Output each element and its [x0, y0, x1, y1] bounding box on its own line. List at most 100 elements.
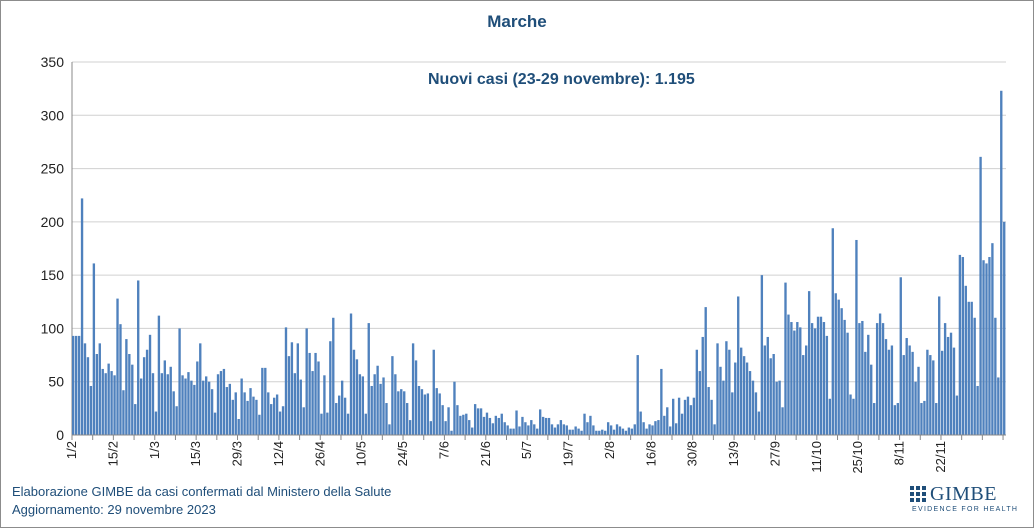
bar — [964, 285, 967, 435]
bar — [595, 430, 598, 435]
bar — [819, 316, 823, 435]
bar — [326, 412, 329, 435]
grid-logo-icon — [910, 486, 926, 502]
bar — [932, 360, 935, 435]
bar — [742, 356, 746, 435]
x-tick-label: 15/2 — [105, 441, 120, 466]
bar — [796, 322, 799, 435]
bar — [751, 380, 755, 435]
bar — [145, 349, 149, 435]
bar — [193, 384, 196, 435]
x-tick-label: 8/11 — [892, 441, 907, 465]
bar — [831, 228, 834, 435]
bar — [207, 381, 211, 435]
bar — [137, 280, 140, 435]
bar — [370, 385, 373, 435]
bar — [849, 394, 852, 435]
bar — [722, 380, 725, 435]
bar — [988, 257, 991, 435]
bar — [627, 427, 631, 435]
bar — [887, 349, 891, 435]
bar — [482, 416, 486, 435]
bar — [908, 345, 911, 435]
bar — [683, 399, 687, 435]
bar — [352, 349, 356, 435]
bar — [258, 414, 261, 435]
bar — [518, 426, 521, 435]
x-tick-label: 10/5 — [354, 441, 369, 466]
bar — [896, 403, 899, 435]
bar — [216, 374, 220, 435]
bar — [604, 430, 607, 435]
bar — [252, 396, 255, 435]
bar — [74, 335, 78, 435]
bar — [929, 355, 932, 435]
bar — [636, 355, 639, 435]
bar — [246, 400, 249, 435]
bar — [799, 327, 802, 435]
bar — [686, 396, 690, 435]
bar — [870, 364, 873, 435]
bar — [745, 362, 749, 435]
bar — [320, 413, 323, 435]
bar — [382, 377, 385, 435]
bar — [875, 323, 879, 435]
y-axis: 0 50 100 150 200 250 300 350 — [41, 54, 73, 443]
bar — [958, 254, 962, 435]
bar — [985, 263, 988, 435]
bar — [739, 347, 743, 435]
bar — [473, 404, 477, 435]
footer-source: Elaborazione GIMBE da casi confermati da… — [12, 484, 392, 499]
bar — [479, 408, 483, 435]
bar — [757, 411, 761, 435]
bar — [264, 367, 267, 435]
bar — [778, 380, 781, 435]
bar — [163, 360, 166, 435]
bar — [139, 378, 143, 435]
bar — [435, 388, 438, 435]
bar — [169, 366, 172, 435]
bar — [1003, 221, 1006, 435]
logo-wordmark: GIMBE — [930, 483, 997, 505]
gimbe-logo: GIMBE EVIDENCE FOR HEALTH — [910, 483, 1028, 518]
bar — [991, 243, 994, 435]
x-tick-label: 21/6 — [478, 441, 493, 466]
bar — [834, 293, 837, 435]
bar — [899, 277, 902, 435]
bar — [592, 425, 595, 435]
bar — [296, 343, 299, 435]
bar — [503, 422, 506, 435]
bar — [450, 430, 453, 435]
bar — [272, 397, 276, 435]
bar — [846, 332, 849, 435]
bar — [539, 409, 542, 435]
bar — [509, 428, 512, 435]
y-tick-label: 300 — [41, 107, 65, 123]
bar — [961, 257, 965, 435]
bar — [302, 407, 305, 435]
bar — [946, 336, 950, 435]
bar — [787, 314, 790, 435]
bar — [547, 417, 551, 435]
x-tick-label: 22/11 — [933, 441, 948, 473]
bar — [589, 415, 592, 435]
bar — [544, 417, 548, 435]
bar — [267, 392, 270, 435]
x-tick-label: 25/10 — [850, 441, 865, 474]
bar — [695, 349, 699, 435]
bar — [148, 334, 152, 435]
bar — [707, 387, 710, 435]
bar — [346, 413, 350, 435]
bar — [680, 413, 684, 435]
bar — [122, 390, 125, 435]
bar — [754, 392, 758, 435]
bar — [810, 323, 814, 435]
bar — [172, 391, 175, 435]
bar — [205, 376, 208, 435]
bar — [488, 417, 492, 435]
bar — [187, 372, 190, 435]
bar — [807, 291, 811, 435]
bar — [527, 425, 530, 435]
bar — [692, 397, 696, 435]
